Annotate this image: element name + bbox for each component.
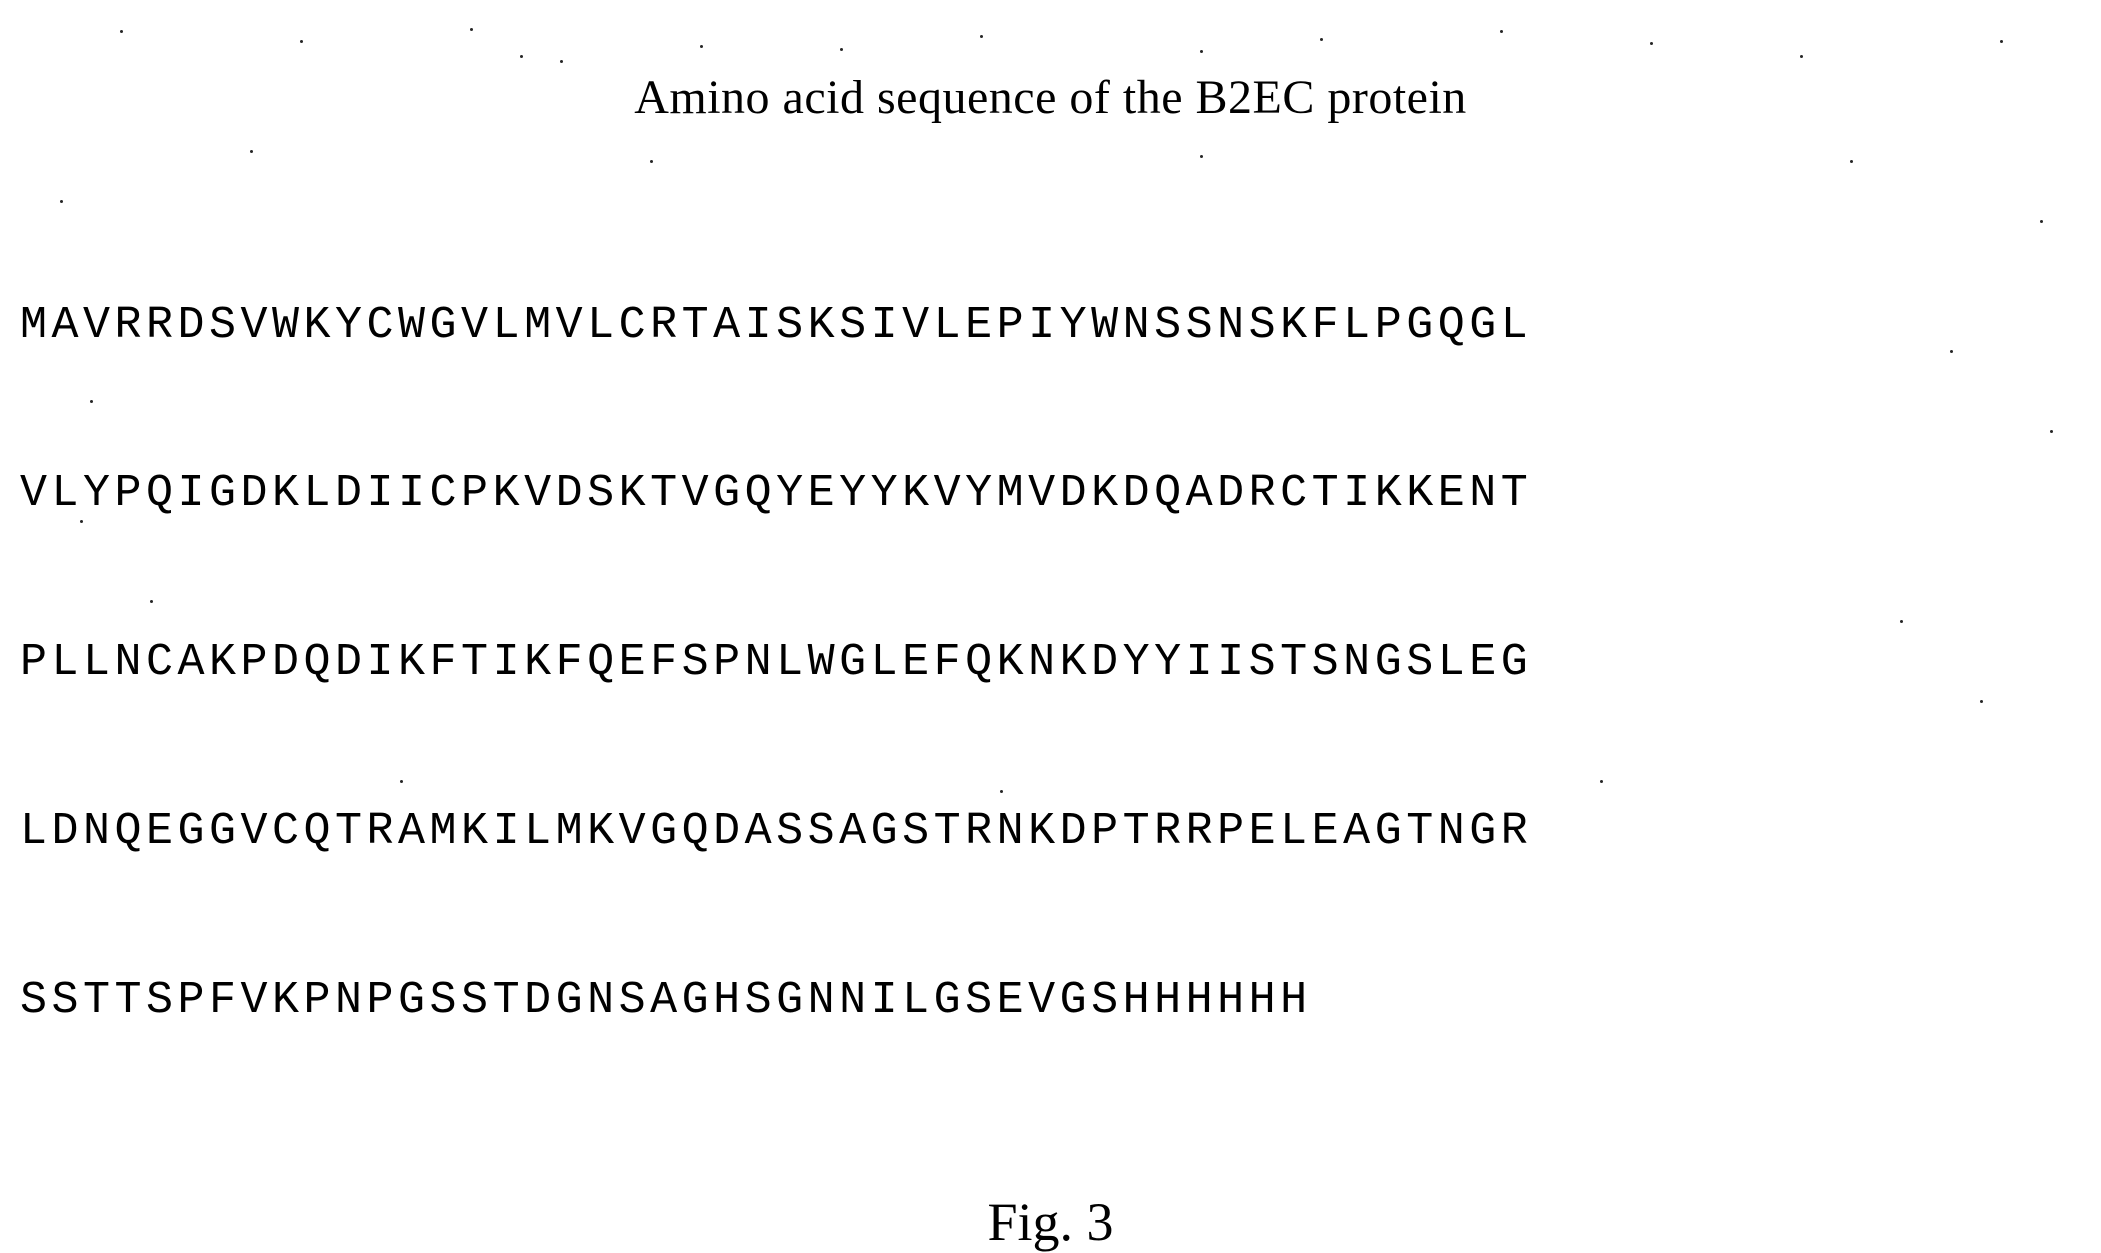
scan-speck <box>1200 155 1203 158</box>
scan-speck <box>60 200 63 203</box>
scan-speck <box>90 400 93 403</box>
scan-speck <box>840 48 843 51</box>
scan-speck <box>400 780 403 783</box>
scan-speck <box>2050 430 2053 433</box>
scan-speck <box>1650 42 1653 45</box>
scan-speck <box>300 40 303 43</box>
scan-speck <box>150 600 153 603</box>
scan-speck <box>1800 55 1803 58</box>
sequence-line: LDNQEGGVCQTRAMKILMKVGQDASSAGSTRNKDPTRRPE… <box>20 804 2101 860</box>
scan-speck <box>1000 790 1003 793</box>
sequence-line: SSTTSPFVKPNPGSSTDGNSAGHSGNNILGSEVGSHHHHH… <box>20 973 2101 1029</box>
scan-speck <box>1900 620 1903 623</box>
scan-speck <box>1500 30 1503 33</box>
amino-acid-sequence: MAVRRDSVWKYCWGVLMVLCRTAISKSIVLEPIYWNSSNS… <box>0 185 2101 1141</box>
scan-speck <box>80 520 83 523</box>
scan-speck <box>470 28 473 31</box>
scan-speck <box>560 60 563 63</box>
scan-speck <box>120 30 123 33</box>
scan-speck <box>2040 220 2043 223</box>
scan-speck <box>250 150 253 153</box>
sequence-line: VLYPQIGDKLDIICPKVDSKTVGQYEYYKVYMVDKDQADR… <box>20 466 2101 522</box>
scan-speck <box>520 55 523 58</box>
scan-speck <box>1950 350 1953 353</box>
scan-speck <box>1850 160 1853 163</box>
scan-speck <box>1980 700 1983 703</box>
scan-speck <box>700 45 703 48</box>
scan-speck <box>1600 780 1603 783</box>
scan-speck <box>1200 50 1203 53</box>
scan-speck <box>980 35 983 38</box>
scan-speck <box>1320 38 1323 41</box>
scan-speck <box>2000 40 2003 43</box>
figure-title: Amino acid sequence of the B2EC protein <box>0 70 2101 125</box>
figure-caption: Fig. 3 <box>0 1191 2101 1253</box>
sequence-line: PLLNCAKPDQDIKFTIKFQEFSPNLWGLEFQKNKDYYIIS… <box>20 635 2101 691</box>
scan-speck <box>650 160 653 163</box>
figure-page: Amino acid sequence of the B2EC protein … <box>0 0 2101 837</box>
sequence-line: MAVRRDSVWKYCWGVLMVLCRTAISKSIVLEPIYWNSSNS… <box>20 298 2101 354</box>
